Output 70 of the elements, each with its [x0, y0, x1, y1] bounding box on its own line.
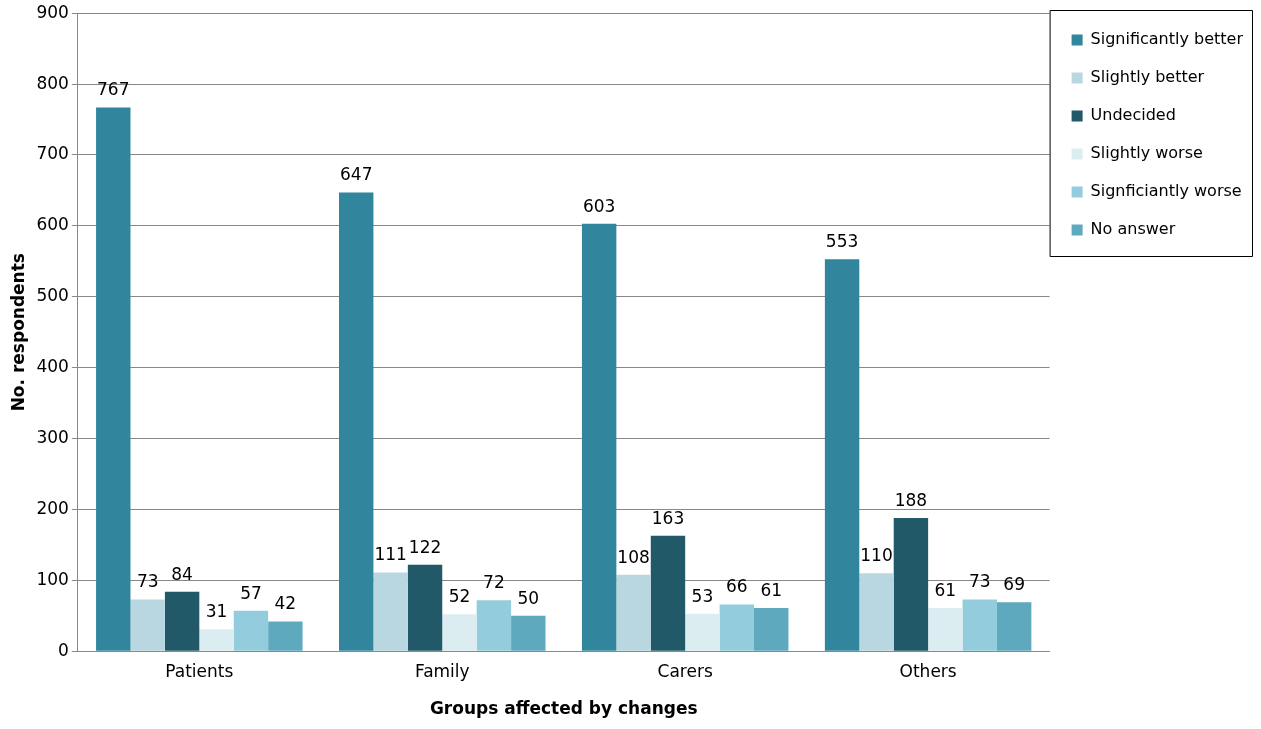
- data-label: 603: [582, 195, 616, 216]
- data-label: 53: [691, 585, 714, 606]
- data-label: 50: [517, 587, 540, 608]
- data-label: 188: [894, 489, 928, 510]
- bar: [719, 604, 755, 651]
- bar: [476, 600, 512, 651]
- legend-label: No answer: [1090, 219, 1176, 239]
- data-label: 73: [968, 571, 991, 592]
- bar: [164, 591, 200, 651]
- bar: [928, 607, 963, 651]
- x-axis-title: Groups affected by changes: [429, 698, 698, 719]
- bar: [581, 223, 617, 651]
- data-label: 69: [1003, 574, 1025, 595]
- data-label: 31: [205, 601, 228, 622]
- bar: [859, 573, 894, 651]
- y-tick-label: 0: [58, 639, 69, 660]
- data-label: 52: [448, 586, 471, 607]
- data-label: 84: [171, 563, 193, 584]
- bar: [442, 614, 477, 651]
- data-label: 61: [934, 579, 957, 600]
- legend-label: Slightly better: [1090, 67, 1205, 87]
- data-label: 647: [339, 164, 373, 185]
- y-tick-label: 600: [36, 214, 69, 235]
- data-label: 110: [860, 545, 893, 566]
- data-label: 42: [274, 593, 297, 614]
- data-label: 767: [97, 79, 130, 100]
- data-label: 72: [483, 572, 505, 593]
- y-tick-label: 700: [36, 143, 69, 164]
- bar: [996, 602, 1032, 651]
- bar: [616, 574, 651, 651]
- data-label: 553: [825, 231, 859, 252]
- data-label: 61: [760, 579, 783, 600]
- bar: [199, 629, 234, 651]
- data-label: 73: [136, 571, 159, 592]
- data-label: 66: [725, 576, 748, 597]
- legend-label: Slightly worse: [1090, 143, 1203, 163]
- y-tick-label: 400: [36, 356, 69, 377]
- bar: [373, 572, 408, 651]
- bar: [96, 107, 131, 651]
- bar: [893, 517, 929, 651]
- data-label: 163: [651, 507, 685, 528]
- bar: [685, 613, 720, 651]
- bar: [962, 599, 997, 651]
- y-tick-label: 900: [36, 1, 69, 22]
- bar: [130, 599, 165, 651]
- x-tick-label: Others: [899, 660, 957, 681]
- bar: [511, 615, 546, 651]
- y-tick-label: 300: [36, 426, 69, 447]
- x-tick-label: Family: [414, 660, 470, 681]
- legend-label: Significantly better: [1090, 29, 1244, 49]
- data-label: 108: [617, 546, 650, 567]
- data-label: 111: [374, 544, 407, 565]
- bar: [233, 610, 269, 651]
- y-axis-title: No. respondents: [7, 253, 28, 412]
- bar: [407, 564, 443, 651]
- bar: [650, 535, 686, 651]
- bar: [339, 192, 374, 651]
- y-tick-label: 500: [36, 285, 69, 306]
- bar: [754, 607, 789, 651]
- legend-label: Signficiantly worse: [1090, 181, 1242, 201]
- y-tick-label: 200: [36, 497, 69, 518]
- data-label: 122: [408, 536, 442, 557]
- x-tick-label: Patients: [165, 660, 234, 681]
- y-tick-label: 100: [36, 568, 69, 589]
- x-tick-label: Carers: [657, 660, 713, 681]
- bar: [824, 259, 860, 651]
- y-tick-label: 800: [36, 72, 69, 93]
- bar: [268, 621, 303, 651]
- legend-label: Undecided: [1090, 105, 1176, 125]
- data-label: 57: [240, 582, 262, 603]
